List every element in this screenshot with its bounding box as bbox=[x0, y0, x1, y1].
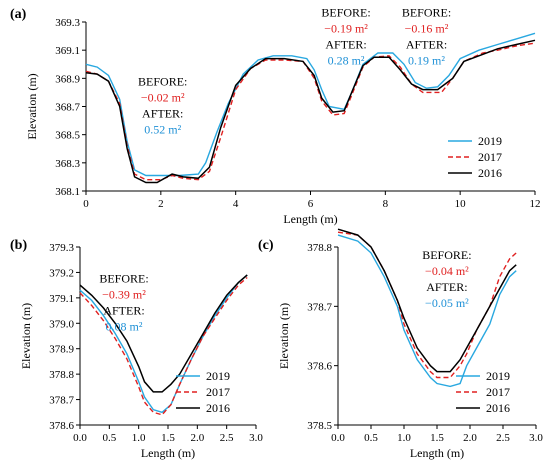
y-axis-label: Elevation (m) bbox=[277, 303, 291, 369]
annotation-before-value: −0.16 m² bbox=[405, 21, 449, 35]
y-tick-label: 369.3 bbox=[55, 17, 80, 29]
annotation-before-label: BEFORE: bbox=[402, 5, 451, 19]
series-line-2016 bbox=[337, 228, 517, 373]
x-tick-label: 0.0 bbox=[331, 432, 345, 444]
y-tick-label: 368.9 bbox=[55, 73, 80, 85]
y-tick-label: 379.2 bbox=[49, 267, 74, 279]
x-tick-label: 2 bbox=[158, 198, 164, 210]
x-tick-label: 0.0 bbox=[73, 432, 87, 444]
annotation-before-label: BEFORE: bbox=[422, 248, 471, 262]
series-line-2017 bbox=[337, 231, 517, 379]
legend-label: 2016 bbox=[486, 401, 510, 415]
panel-label: (a) bbox=[10, 7, 27, 22]
panel-c: (c) 378.5 378.6 378.7 378.8 0.0 0.5 1.0 1.5 2.0 2.… bbox=[258, 228, 543, 460]
y-tick-label: 368.7 bbox=[55, 102, 80, 114]
series-line-2017 bbox=[85, 42, 536, 181]
legend-label: 2019 bbox=[486, 369, 510, 383]
series-line-2017 bbox=[79, 276, 248, 416]
x-tick-label: 1.5 bbox=[430, 432, 444, 444]
annotation-before-value: −0.02 m² bbox=[141, 90, 185, 104]
y-tick-label: 378.8 bbox=[49, 369, 74, 381]
x-tick-label: 6 bbox=[308, 198, 314, 210]
y-axis-label: Elevation (m) bbox=[25, 73, 39, 139]
y-tick-label: 378.9 bbox=[49, 344, 74, 356]
series-line-2016 bbox=[79, 274, 248, 393]
y-tick-label: 379.3 bbox=[49, 242, 74, 254]
panel-b: (b) 378.6 378.7 378.8 378.9 379.0 379.1 379.2 37… bbox=[10, 238, 263, 460]
annotation-before-label: BEFORE: bbox=[99, 272, 148, 286]
panel-a: (a) 368.1 368.3 368.5 368.7 368.9 369.1 369.3 0 2… bbox=[10, 5, 541, 226]
x-axis-label: Length (m) bbox=[141, 446, 195, 460]
y-axis-label: Elevation (m) bbox=[19, 303, 33, 369]
legend-label: 2016 bbox=[478, 166, 502, 180]
annotation-after-label: AFTER: bbox=[426, 280, 467, 294]
legend-label: 2019 bbox=[478, 134, 502, 148]
x-tick-label: 0.5 bbox=[364, 432, 378, 444]
y-tick-label: 378.6 bbox=[307, 361, 332, 373]
x-tick-label: 3.0 bbox=[249, 432, 263, 444]
x-tick-label: 2.0 bbox=[190, 432, 204, 444]
x-tick-label: 0 bbox=[83, 198, 89, 210]
series-line-2019 bbox=[79, 274, 248, 414]
annotation-before-label: BEFORE: bbox=[321, 5, 370, 19]
x-tick-label: 10 bbox=[455, 198, 467, 210]
series-line-2019 bbox=[85, 32, 536, 177]
annotation-after-label: AFTER: bbox=[325, 37, 366, 51]
legend-label: 2019 bbox=[206, 369, 230, 383]
y-tick-label: 368.3 bbox=[55, 158, 80, 170]
y-tick-label: 378.7 bbox=[307, 301, 332, 313]
annotation-after-value: −0.05 m² bbox=[425, 296, 469, 310]
series-line-2019 bbox=[337, 234, 517, 388]
annotation-before-label: BEFORE: bbox=[138, 74, 187, 88]
y-tick-label: 369.1 bbox=[55, 45, 80, 57]
x-axis-label: Length (m) bbox=[283, 212, 337, 226]
y-tick-label: 368.1 bbox=[55, 186, 80, 198]
annotation-after-value: 0.52 m² bbox=[144, 122, 181, 136]
annotation-after-value: 0.08 m² bbox=[106, 320, 143, 334]
x-tick-label: 8 bbox=[383, 198, 389, 210]
series-line-2016 bbox=[85, 39, 536, 184]
y-tick-label: 379.1 bbox=[49, 293, 74, 305]
annotation-after-value: 0.28 m² bbox=[328, 53, 365, 67]
y-tick-label: 379.0 bbox=[49, 318, 74, 330]
y-tick-label: 378.8 bbox=[307, 242, 332, 254]
y-tick-label: 378.6 bbox=[49, 420, 74, 432]
annotation-after-label: AFTER: bbox=[103, 304, 144, 318]
x-tick-label: 0.5 bbox=[102, 432, 116, 444]
x-tick-label: 1.0 bbox=[132, 432, 146, 444]
annotation-after-label: AFTER: bbox=[406, 37, 447, 51]
x-tick-label: 2.5 bbox=[496, 432, 510, 444]
x-tick-label: 3.0 bbox=[529, 432, 543, 444]
annotation-after-label: AFTER: bbox=[142, 106, 183, 120]
annotation-before-value: −0.04 m² bbox=[425, 264, 469, 278]
x-tick-label: 1.5 bbox=[161, 432, 175, 444]
x-tick-label: 2.0 bbox=[463, 432, 477, 444]
x-tick-label: 2.5 bbox=[220, 432, 234, 444]
y-tick-label: 378.5 bbox=[307, 420, 332, 432]
legend-label: 2017 bbox=[206, 385, 230, 399]
x-tick-label: 4 bbox=[233, 198, 239, 210]
annotation-before-value: −0.19 m² bbox=[324, 21, 368, 35]
panel-label: (b) bbox=[10, 238, 27, 253]
legend-label: 2016 bbox=[206, 401, 230, 415]
y-tick-label: 368.5 bbox=[55, 130, 80, 142]
x-tick-label: 12 bbox=[530, 198, 541, 210]
y-tick-label: 378.7 bbox=[49, 395, 74, 407]
x-tick-label: 1.0 bbox=[397, 432, 411, 444]
legend-label: 2017 bbox=[486, 385, 510, 399]
legend-label: 2017 bbox=[478, 150, 502, 164]
panel-label: (c) bbox=[258, 238, 274, 253]
x-axis-label: Length (m) bbox=[410, 446, 464, 460]
annotation-before-value: −0.39 m² bbox=[102, 288, 146, 302]
annotation-after-value: 0.19 m² bbox=[408, 53, 445, 67]
